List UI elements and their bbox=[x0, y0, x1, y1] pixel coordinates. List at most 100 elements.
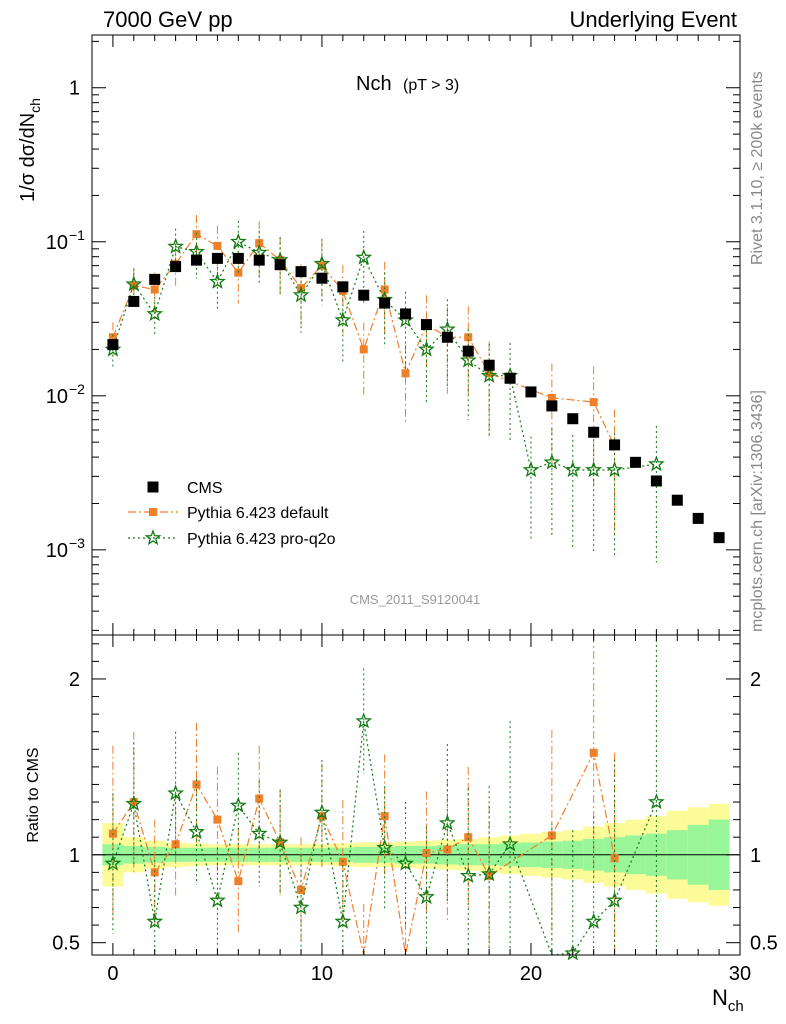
point-pythia-default bbox=[150, 285, 159, 294]
plot-title: Nch bbox=[356, 73, 392, 95]
ratio-point-pythia-proq2o bbox=[104, 854, 122, 871]
point-pythia-proq2o bbox=[313, 254, 331, 271]
point-pythia-default bbox=[547, 393, 556, 402]
ratio-y-tick-label: 1 bbox=[69, 845, 80, 867]
ratio-point-pythia-proq2o bbox=[334, 912, 352, 929]
point-cms bbox=[379, 297, 391, 309]
legend: CMS Pythia 6.423 default Pythia 6.423 pro-… bbox=[128, 480, 336, 548]
y-tick-exponent: −2 bbox=[69, 381, 85, 397]
header-left: 7000 GeV pp bbox=[103, 7, 233, 32]
ratio-point-pythia-proq2o bbox=[418, 888, 435, 905]
ratio-point-pythia-proq2o bbox=[606, 891, 623, 908]
point-pythia-proq2o bbox=[543, 453, 561, 470]
ratio-point-pythia-proq2o bbox=[480, 865, 498, 882]
ratio-y-axis-label: Ratio to CMS bbox=[25, 747, 42, 842]
series-pythia-default bbox=[108, 215, 619, 534]
ratio-point-pythia-proq2o bbox=[585, 912, 603, 929]
point-pythia-default bbox=[359, 345, 368, 354]
legend-marker-pythia-proq2o bbox=[144, 529, 162, 546]
point-cms bbox=[588, 426, 600, 438]
series-cms bbox=[107, 252, 725, 544]
point-cms bbox=[483, 359, 495, 371]
ratio-series-pythia-default bbox=[108, 635, 619, 956]
point-pythia-proq2o bbox=[418, 340, 435, 357]
point-pythia-default bbox=[485, 369, 494, 378]
main-ticks: 110−110−210−3 bbox=[46, 35, 741, 635]
ratio-point-pythia-proq2o bbox=[376, 838, 394, 855]
ratio-point-pythia-proq2o bbox=[397, 854, 414, 871]
point-cms bbox=[295, 266, 307, 278]
ratio-y-tick-label-right: 0.5 bbox=[750, 933, 778, 955]
y-tick-exponent: −1 bbox=[69, 227, 85, 243]
ratio-point-pythia-proq2o bbox=[292, 898, 310, 915]
ratio-point-pythia-default bbox=[485, 871, 494, 880]
ratio-point-pythia-default bbox=[129, 798, 138, 807]
legend-label-pythia-default: Pythia 6.423 default bbox=[187, 505, 329, 522]
x-tick-label: 30 bbox=[729, 963, 751, 985]
x-axis-text: N bbox=[712, 985, 728, 1010]
point-pythia-proq2o bbox=[334, 311, 352, 328]
point-pythia-proq2o bbox=[564, 461, 582, 478]
y-tick-label: 10 bbox=[46, 232, 68, 254]
point-pythia-proq2o bbox=[647, 455, 665, 472]
point-pythia-proq2o bbox=[146, 304, 164, 322]
point-cms bbox=[191, 254, 203, 266]
main-y-axis-text: 1/σ dσ/dN bbox=[17, 113, 39, 202]
point-pythia-proq2o bbox=[125, 275, 143, 292]
rivet-label: Rivet 3.1.10, ≥ 200k events bbox=[749, 71, 766, 265]
point-pythia-default bbox=[380, 285, 389, 294]
y-tick-exponent: −3 bbox=[69, 535, 85, 551]
legend-label-pythia-proq2o: Pythia 6.423 pro-q2o bbox=[187, 531, 336, 548]
point-cms bbox=[567, 413, 579, 425]
series-line-pythia-proq2o bbox=[112, 240, 657, 471]
ratio-point-pythia-proq2o bbox=[250, 824, 268, 841]
ratio-point-pythia-default bbox=[255, 794, 264, 803]
ratio-point-pythia-default bbox=[150, 868, 159, 877]
point-cms bbox=[107, 339, 119, 351]
point-cms bbox=[441, 331, 453, 343]
ratio-series bbox=[104, 635, 665, 961]
ratio-point-pythia-default bbox=[610, 854, 619, 863]
plot-title-sub: (pT > 3) bbox=[403, 77, 459, 94]
x-tick-label: 0 bbox=[107, 963, 118, 985]
ratio-y-tick-label: 0.5 bbox=[52, 933, 80, 955]
ratio-point-pythia-proq2o bbox=[647, 793, 665, 810]
ratio-y-tick-label: 2 bbox=[69, 669, 80, 691]
point-pythia-default bbox=[108, 333, 117, 342]
ratio-ticks: 0 10 20 30 2 2 1 1 0.5 0.5 bbox=[52, 635, 778, 985]
point-pythia-proq2o bbox=[459, 351, 477, 368]
point-cms bbox=[400, 308, 412, 320]
point-pythia-default bbox=[255, 239, 264, 248]
x-axis-label: Nch bbox=[712, 985, 744, 1015]
point-cms bbox=[629, 456, 641, 468]
point-pythia-default bbox=[464, 333, 473, 342]
point-pythia-default bbox=[401, 369, 410, 378]
main-y-axis-title: 1/σ dσ/dNch bbox=[17, 98, 43, 202]
main-series bbox=[104, 215, 725, 563]
point-cms bbox=[149, 273, 161, 285]
legend-marker-pythia-default bbox=[149, 508, 157, 516]
ratio-point-pythia-proq2o bbox=[564, 944, 582, 961]
ratio-point-pythia-default bbox=[547, 831, 556, 840]
point-cms bbox=[337, 281, 349, 293]
ratio-point-pythia-default bbox=[171, 840, 180, 849]
ratio-point-pythia-proq2o bbox=[188, 823, 205, 840]
point-cms bbox=[420, 319, 432, 331]
point-cms bbox=[358, 289, 370, 301]
point-cms bbox=[671, 494, 683, 506]
point-cms bbox=[713, 532, 725, 544]
point-cms bbox=[462, 345, 474, 357]
ratio-point-pythia-proq2o bbox=[125, 794, 143, 812]
point-cms bbox=[504, 372, 516, 384]
point-pythia-proq2o bbox=[209, 272, 226, 289]
ratio-y-tick-label-right: 2 bbox=[750, 669, 761, 691]
point-pythia-default bbox=[129, 281, 138, 290]
point-pythia-default bbox=[589, 398, 598, 407]
y-tick-label: 1 bbox=[69, 78, 80, 100]
ratio-line-pythia-default bbox=[112, 750, 616, 956]
y-tick-label: 10 bbox=[46, 540, 68, 562]
point-cms bbox=[232, 252, 244, 264]
point-cms bbox=[316, 272, 328, 284]
ratio-point-pythia-proq2o bbox=[209, 891, 226, 908]
